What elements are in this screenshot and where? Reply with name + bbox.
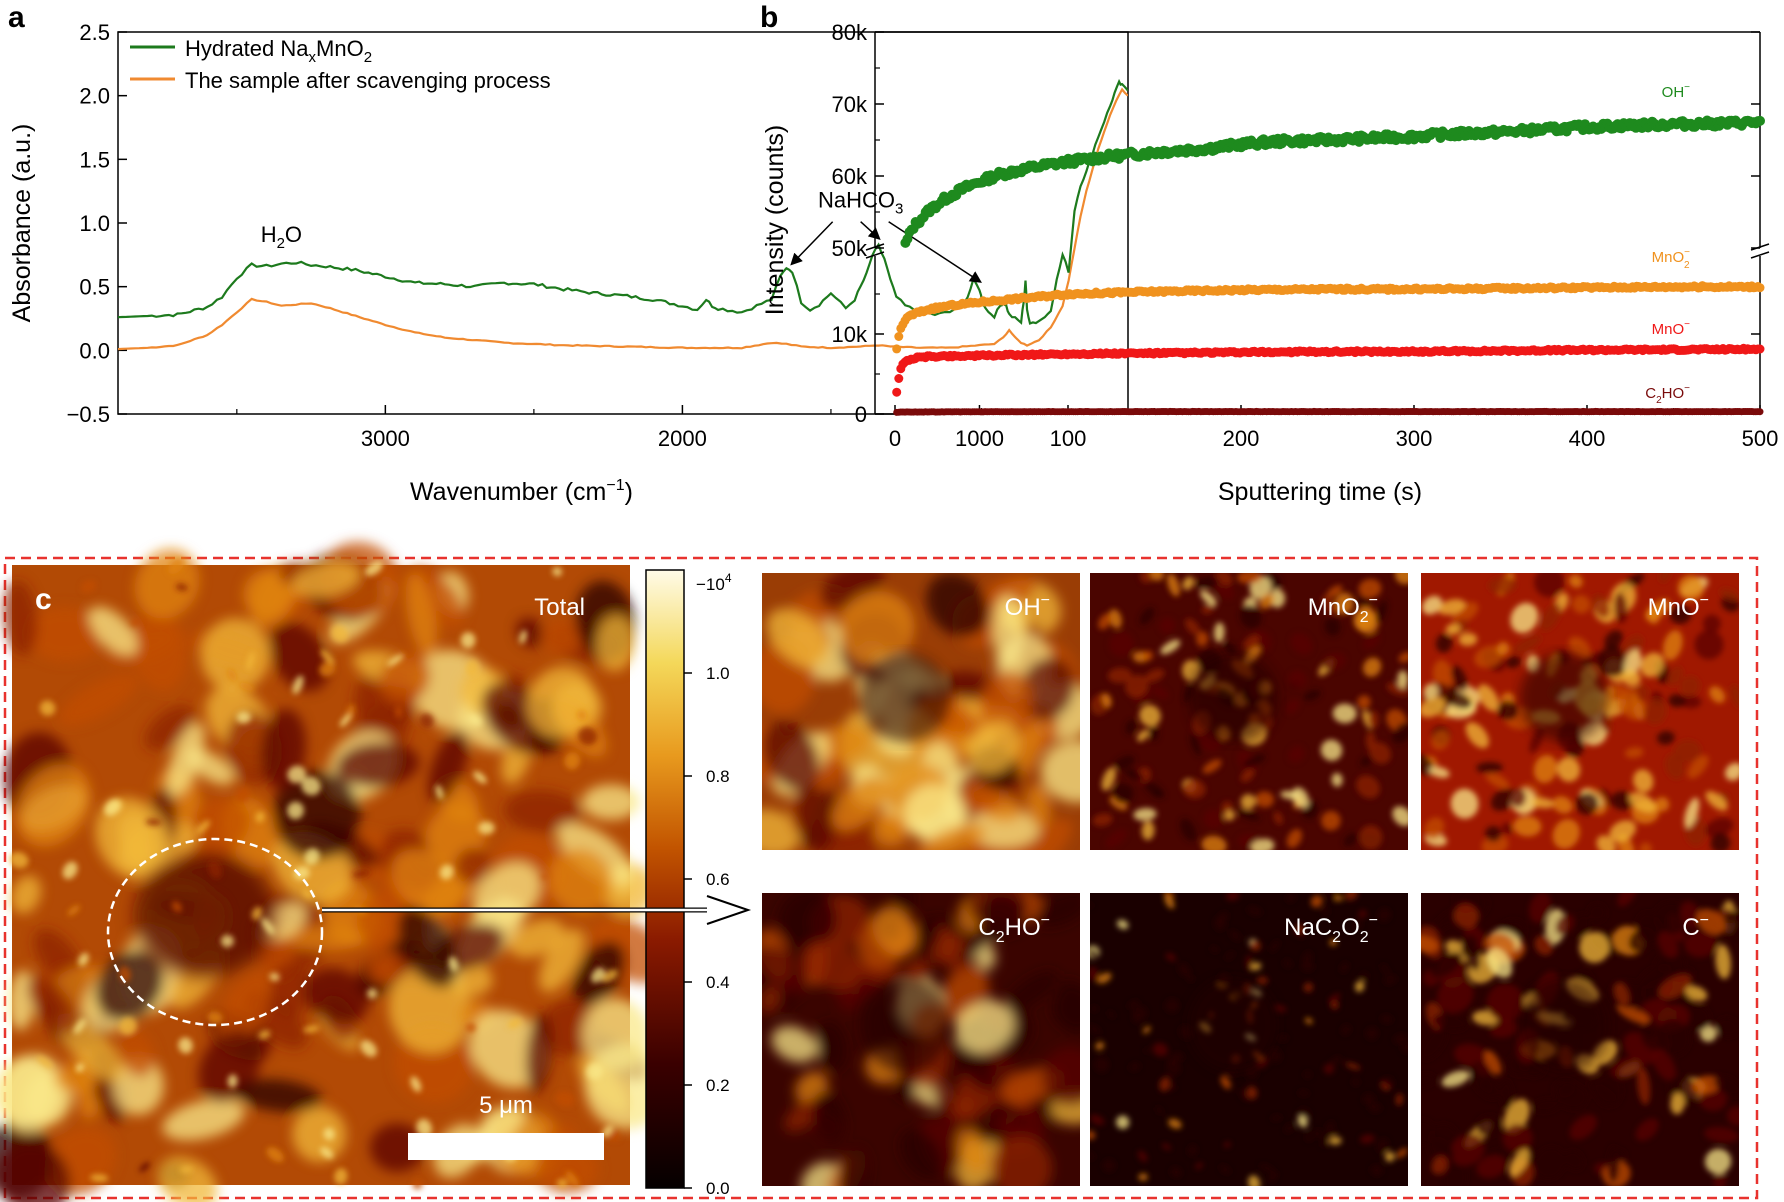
- colorbar-tick-label: 0.2: [706, 1076, 730, 1095]
- y-tick-label-b: 70k: [832, 92, 868, 117]
- y-ticks-b: 0 10k 50k 60k 70k 80k: [832, 20, 1760, 427]
- y-tick-label-a: 0.0: [79, 338, 110, 363]
- data-point: [892, 344, 902, 354]
- colorbar-tick-label: 1.0: [706, 664, 730, 683]
- x-tick-label-a: 1000: [955, 426, 1004, 451]
- data-point: [1755, 283, 1765, 293]
- annotation-h2o: H2O: [261, 222, 302, 252]
- colorbar-tick-label: 0.0: [706, 1179, 730, 1198]
- map-mno2: MnO2−: [1090, 573, 1408, 850]
- map-oh: OH−: [762, 573, 1080, 850]
- x-ticks-b: 0 100 200 300 400 500: [889, 405, 1778, 451]
- map-label-total: Total: [534, 594, 585, 621]
- panel-c: c Total 5 μm 0.0 0.2 0.4 0.6 0.8 1.0 −104 OH−…: [0, 541, 1759, 1202]
- legend-label-hydrated: Hydrated NaxMnO2: [185, 36, 372, 66]
- scale-bar: [408, 1133, 604, 1160]
- data-point: [892, 387, 902, 397]
- y-tick-label-a: 1.5: [79, 147, 110, 172]
- map-label-nac2o2: NaC2O2−: [1284, 912, 1378, 946]
- y-tick-label-b: 10k: [832, 322, 868, 347]
- annotation-nahco3: NaHCO3: [818, 188, 903, 218]
- data-point: [1755, 115, 1765, 126]
- x-tick-label-b: 500: [1742, 426, 1779, 451]
- y-axis-label-a: Absorbance (a.u.): [8, 124, 36, 323]
- panel-letter-c: c: [35, 583, 52, 616]
- x-tick-label-a: 3000: [361, 426, 410, 451]
- data-point: [894, 374, 904, 383]
- panel-b: b 0 10k 50k 60k 70k 80k 0 100 200 300 400 500 Inte…: [760, 1, 1778, 506]
- x-tick-label-b: 300: [1396, 426, 1433, 451]
- y-ticks-a: −0.5 0.0 0.5 1.0 1.5 2.0 2.5: [67, 20, 127, 427]
- y-tick-label-a: 2.0: [79, 84, 110, 109]
- x-tick-label-b: 400: [1569, 426, 1606, 451]
- scale-bar-label: 5 μm: [479, 1092, 533, 1119]
- x-tick-label-b: 100: [1050, 426, 1087, 451]
- axis-break-marks: [865, 243, 1770, 259]
- colorbar: 0.0 0.2 0.4 0.6 0.8 1.0 −104: [645, 569, 732, 1198]
- colorbar-tick-label: 0.4: [706, 973, 730, 992]
- annotation-arrows: [790, 221, 982, 283]
- y-axis-label-b: Intensity (counts): [761, 125, 789, 315]
- series-labels-b: OH− MnO− 2 MnO− C2HO−: [1645, 82, 1690, 406]
- y-tick-label-b: 0: [855, 402, 867, 427]
- panel-letter-b: b: [760, 1, 778, 34]
- colorbar-multiplier: −104: [696, 571, 732, 594]
- series-b: [892, 115, 1765, 416]
- annotation-arrow: [888, 221, 982, 283]
- map-mno: MnO−: [1421, 573, 1739, 850]
- series-label-mno: MnO−: [1652, 319, 1691, 338]
- x-axis-label-a: Wavenumber (cm−1): [410, 477, 633, 506]
- panel-c-frame: [3, 556, 1759, 1200]
- zoom-arrow: [322, 895, 752, 925]
- x-tick-label-b: 0: [889, 426, 901, 451]
- map-label-mno2: MnO2−: [1308, 592, 1378, 626]
- y-tick-label-b: 50k: [832, 236, 868, 261]
- map-label-c2ho: C2HO−: [978, 912, 1050, 946]
- colorbar-tick-label: 0.6: [706, 870, 730, 889]
- x-axis-label-b: Sputtering time (s): [1218, 478, 1422, 506]
- annotations-a: H2O NaHCO3: [261, 188, 982, 283]
- map-label-c: C−: [1682, 912, 1709, 941]
- map-label-oh: OH−: [1005, 592, 1050, 621]
- y-tick-label-a: 0.5: [79, 275, 110, 300]
- annotation-arrow: [790, 221, 834, 266]
- series-label-oh: OH−: [1662, 82, 1691, 101]
- x-tick-label-a: 2000: [658, 426, 707, 451]
- y-tick-label-a: −0.5: [67, 402, 110, 427]
- colorbar-tick-label: 0.8: [706, 767, 730, 786]
- series-points-0: [900, 115, 1765, 248]
- series-line-hydrated: [118, 78, 1128, 325]
- y-tick-label-a: 1.0: [79, 211, 110, 236]
- legend-label-scavenged: The sample after scavenging process: [185, 68, 551, 93]
- data-point: [894, 332, 904, 341]
- colorbar-ticks: 0.0 0.2 0.4 0.6 0.8 1.0: [684, 664, 730, 1198]
- data-point: [1756, 408, 1764, 416]
- map-c: C−: [1421, 893, 1739, 1186]
- y-tick-label-b: 80k: [832, 20, 868, 45]
- series-points-3: [893, 407, 1764, 416]
- x-tick-label-b: 200: [1223, 426, 1260, 451]
- series-line-scavenged: [118, 87, 1128, 351]
- map-c2ho: C2HO−: [762, 893, 1080, 1186]
- region-circle: [106, 837, 324, 1027]
- species-maps: OH− MnO2− MnO− C2HO− NaC2O2− C−: [762, 573, 1739, 1186]
- x-ticks-a: 3000 2000 1000: [236, 405, 1129, 451]
- legend-a: Hydrated NaxMnO2 The sample after scaven…: [130, 36, 551, 93]
- panel-a: a −0.50.00.51.01.52.02.5 3000 2000 1000 Ab…: [8, 1, 1129, 506]
- series-points-2: [892, 343, 1765, 397]
- colorbar-gradient: [645, 569, 685, 1189]
- series-label-c2ho: C2HO−: [1645, 383, 1690, 406]
- total-map: c Total 5 μm: [0, 541, 671, 1202]
- map-label-mno: MnO−: [1648, 592, 1709, 621]
- y-tick-label-a: 2.5: [79, 20, 110, 45]
- y-tick-label-b: 60k: [832, 164, 868, 189]
- series-label-mno2: MnO− 2: [1652, 247, 1691, 271]
- panel-letter-a: a: [8, 1, 25, 34]
- series-points-1: [892, 281, 1765, 354]
- data-point: [1755, 344, 1765, 354]
- map-nac2o2: NaC2O2−: [1090, 893, 1408, 1186]
